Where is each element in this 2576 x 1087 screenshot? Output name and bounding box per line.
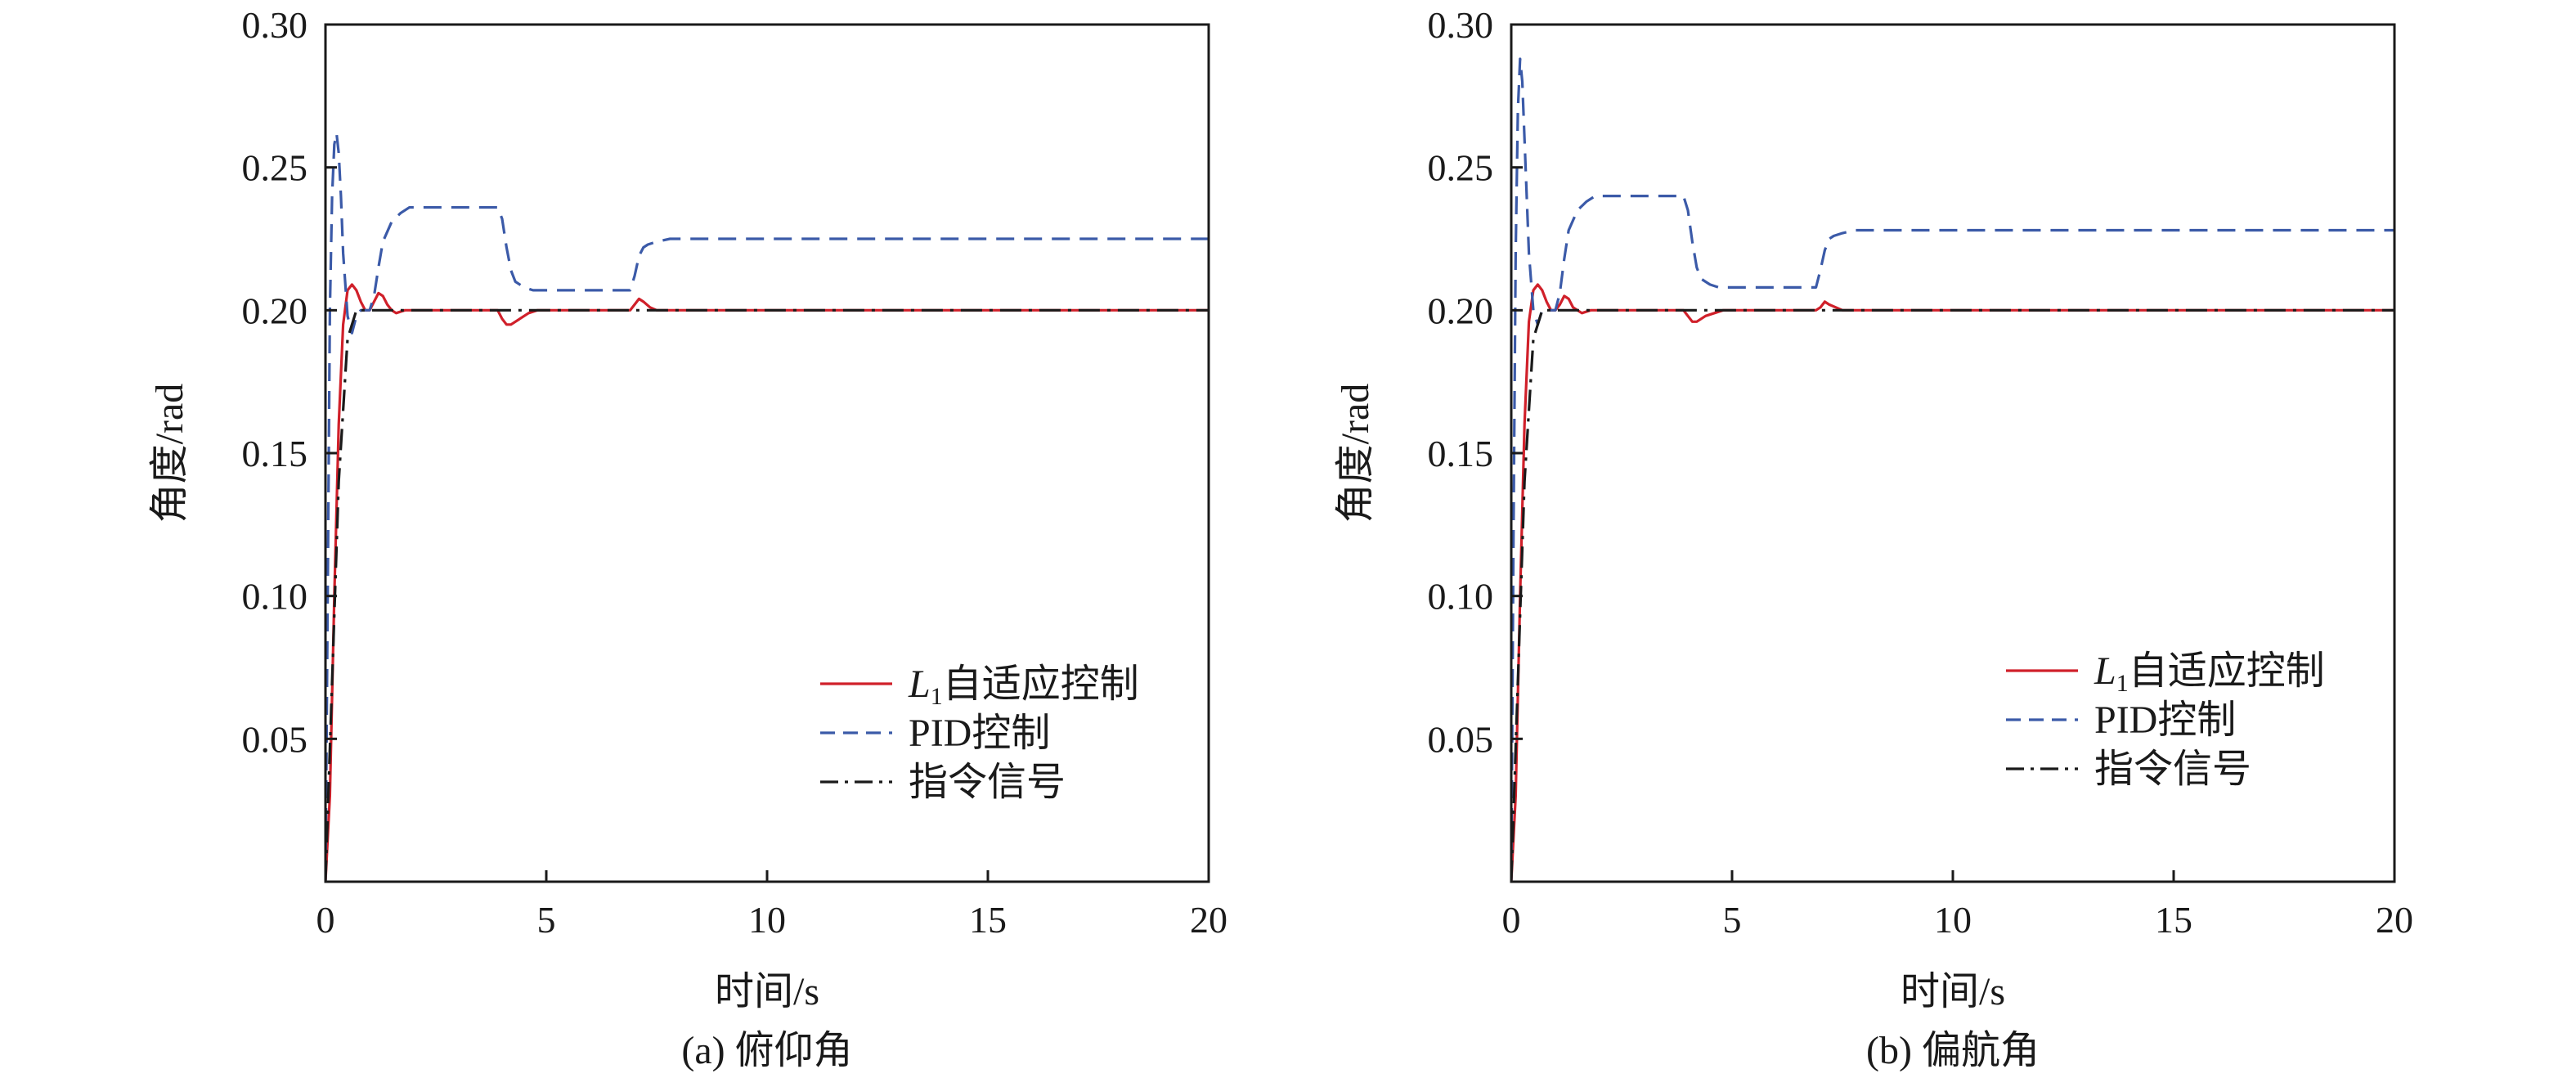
legend-label-main: L — [2094, 649, 2116, 693]
x-tick-label: 15 — [969, 899, 1007, 941]
panel-caption: (b) 偏航角 — [1866, 1029, 2040, 1072]
y-tick-label: 0.25 — [242, 147, 308, 189]
y-tick-label: 0.30 — [242, 4, 308, 46]
x-tick-label: 10 — [748, 899, 786, 941]
series-line-1 — [1511, 57, 2394, 882]
y-tick-label: 0.05 — [242, 718, 308, 760]
y-tick-label: 0.05 — [1428, 718, 1494, 760]
x-tick-label: 0 — [1502, 899, 1521, 941]
y-tick-label: 0.15 — [242, 433, 308, 474]
legend-label-subscript: 1 — [931, 683, 943, 710]
legend-label-rest: 自适应控制 — [2129, 649, 2325, 693]
series-line-2 — [325, 308, 1209, 882]
series-line-2 — [1511, 308, 2394, 882]
legend-label-1: PID控制 — [909, 712, 1050, 755]
y-axis-label: 角度/rad — [1334, 384, 1377, 523]
legend-label-0: L1自适应控制 — [908, 663, 1139, 710]
series-line-1 — [325, 132, 1209, 882]
x-tick-label: 20 — [2376, 899, 2413, 941]
legend-label-2: 指令信号 — [2094, 748, 2251, 791]
chart-panel-0: 0 5 10 15 20 0.05 0.10 0.15 0.20 0.25 0.30 时间/s 角度/r… — [148, 4, 1227, 1072]
plot-frame — [324, 23, 1210, 883]
y-tick-label: 0.25 — [1428, 147, 1494, 189]
x-tick-label: 10 — [1934, 899, 1972, 941]
legend-label-main: L — [908, 663, 931, 706]
x-axis-label: 时间/s — [715, 970, 819, 1013]
y-tick-label: 0.10 — [1428, 576, 1494, 618]
legend-label-0: L1自适应控制 — [2094, 649, 2325, 697]
y-tick-label: 0.10 — [242, 576, 308, 618]
panel-caption: (a) 俯仰角 — [681, 1029, 852, 1072]
legend-label-rest: 自适应控制 — [943, 663, 1139, 706]
series-line-0 — [325, 283, 1209, 882]
y-tick-label: 0.15 — [1428, 433, 1494, 474]
x-tick-label: 15 — [2155, 899, 2192, 941]
y-tick-label: 0.30 — [1428, 4, 1494, 46]
x-axis-label: 时间/s — [1901, 970, 2005, 1013]
legend-label-2: 指令信号 — [909, 761, 1066, 804]
plot-frame — [1510, 23, 2396, 883]
x-tick-label: 5 — [1723, 899, 1742, 941]
legend-label-1: PID控制 — [2094, 698, 2236, 742]
x-tick-label: 0 — [316, 899, 335, 941]
y-tick-label: 0.20 — [242, 290, 308, 331]
x-tick-label: 5 — [537, 899, 556, 941]
legend-label-subscript: 1 — [2116, 670, 2129, 697]
x-tick-label: 20 — [1190, 899, 1227, 941]
series-line-0 — [1511, 283, 2394, 882]
y-tick-label: 0.20 — [1428, 290, 1494, 331]
chart-panel-1: 0 5 10 15 20 0.05 0.10 0.15 0.20 0.25 0.30 时间/s 角度/r… — [1334, 4, 2413, 1072]
y-axis-label: 角度/rad — [148, 384, 191, 523]
